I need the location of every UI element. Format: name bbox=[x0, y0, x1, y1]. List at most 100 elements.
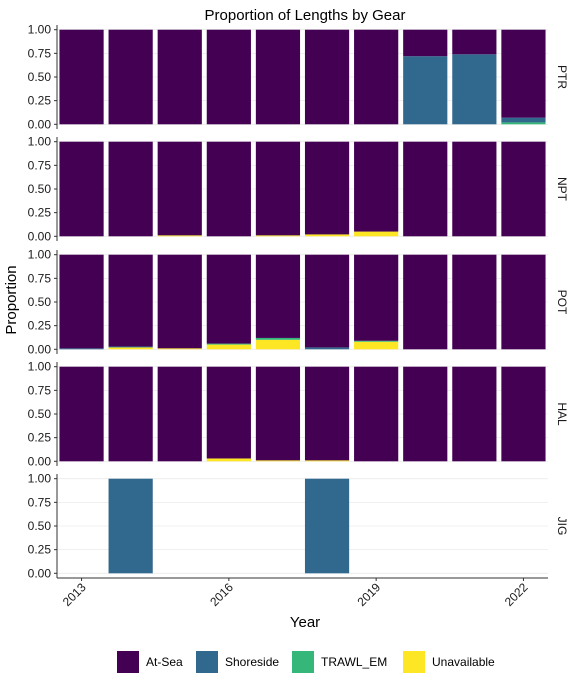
y-axis-title: Proportion bbox=[3, 265, 20, 334]
facet-strip-label: PTR bbox=[555, 65, 569, 89]
bar-npt-2016-at-sea bbox=[207, 142, 251, 237]
bar-ptr-2021-at-sea bbox=[452, 30, 496, 55]
x-tick-label: 2019 bbox=[354, 580, 383, 609]
legend-swatch-at-sea bbox=[117, 651, 139, 673]
y-tick-label: 0.75 bbox=[28, 271, 52, 285]
bar-npt-2015-at-sea bbox=[158, 142, 202, 236]
bar-pot-2014-shoreside bbox=[109, 346, 153, 347]
bar-jig-2018-shoreside bbox=[305, 479, 349, 574]
bar-pot-2014-at-sea bbox=[109, 255, 153, 347]
y-tick-label: 1.00 bbox=[28, 135, 52, 149]
bar-pot-2016-at-sea bbox=[207, 255, 251, 344]
facet-strip-label: POT bbox=[555, 290, 569, 315]
y-tick-label: 0.75 bbox=[28, 46, 52, 60]
y-tick-label: 0.00 bbox=[28, 342, 52, 356]
y-tick-label: 0.25 bbox=[28, 319, 52, 333]
bar-ptr-2017-at-sea bbox=[256, 30, 300, 125]
legend-label: At-Sea bbox=[146, 655, 183, 669]
y-tick-label: 1.00 bbox=[28, 472, 52, 486]
bar-pot-2013-shoreside bbox=[59, 348, 103, 349]
bar-npt-2019-at-sea bbox=[354, 142, 398, 232]
bar-ptr-2013-at-sea bbox=[59, 30, 103, 125]
bar-hal-2016-at-sea bbox=[207, 367, 251, 459]
bar-ptr-2022-at-sea bbox=[501, 30, 545, 118]
bar-hal-2013-at-sea bbox=[59, 367, 103, 462]
bar-hal-2018-unavailable bbox=[305, 460, 349, 461]
y-tick-label: 0.00 bbox=[28, 117, 52, 131]
x-tick-label: 2022 bbox=[502, 580, 531, 609]
bar-npt-2021-at-sea bbox=[452, 142, 496, 237]
bar-npt-2017-at-sea bbox=[256, 142, 300, 236]
bar-hal-2021-at-sea bbox=[452, 367, 496, 462]
bar-npt-2015-unavailable bbox=[158, 235, 202, 236]
chart-title: Proportion of Lengths by Gear bbox=[205, 7, 406, 24]
bar-hal-2020-at-sea bbox=[403, 367, 447, 462]
bar-npt-2017-unavailable bbox=[256, 235, 300, 236]
bar-pot-2019-at-sea bbox=[354, 255, 398, 341]
x-tick-label: 2013 bbox=[60, 580, 89, 609]
bar-pot-2021-at-sea bbox=[452, 255, 496, 350]
bar-pot-2015-unavailable bbox=[158, 348, 202, 349]
bar-npt-2019-unavailable bbox=[354, 232, 398, 237]
bar-pot-2019-unavailable bbox=[354, 342, 398, 350]
legend-swatch-trawl-em bbox=[292, 651, 314, 673]
facet-panel-npt: 0.000.250.500.751.00NPT bbox=[28, 135, 570, 244]
bar-ptr-2016-at-sea bbox=[207, 30, 251, 125]
bar-pot-2014-unavailable bbox=[109, 347, 153, 349]
bar-pot-2016-unavailable bbox=[207, 345, 251, 350]
bar-pot-2020-at-sea bbox=[403, 255, 447, 350]
legend-swatch-unavailable bbox=[403, 651, 425, 673]
y-tick-label: 0.75 bbox=[28, 495, 52, 509]
y-tick-label: 0.25 bbox=[28, 431, 52, 445]
facet-panel-ptr: 0.00 0.25 0.50 0.75 1.00 PTR bbox=[28, 23, 570, 132]
facet-panel-hal: 0.000.250.500.751.00HAL bbox=[28, 360, 570, 469]
facet-panel-jig: 0.00 0.25 0.50 0.75 1.00 JIG bbox=[28, 472, 570, 581]
y-tick-label: 0.00 bbox=[28, 566, 52, 580]
y-tick-label: 1.00 bbox=[28, 360, 52, 374]
bar-pot-2013-at-sea bbox=[59, 255, 103, 349]
legend-label: Shoreside bbox=[225, 655, 279, 669]
y-tick-label: 0.50 bbox=[28, 519, 52, 533]
bar-ptr-2022-trawl-em bbox=[501, 122, 545, 124]
y-tick-label: 0.00 bbox=[28, 454, 52, 468]
bar-pot-2017-at-sea bbox=[256, 255, 300, 338]
legend-label: Unavailable bbox=[432, 655, 495, 669]
bar-pot-2015-at-sea bbox=[158, 255, 202, 349]
bar-npt-2022-at-sea bbox=[501, 142, 545, 237]
y-tick-label: 0.25 bbox=[28, 94, 52, 108]
bar-npt-2018-unavailable bbox=[305, 234, 349, 236]
bar-ptr-2014-at-sea bbox=[109, 30, 153, 125]
y-tick-label: 0.75 bbox=[28, 158, 52, 172]
x-axis: 2013 2016 2019 2022 bbox=[60, 578, 531, 609]
y-tick-label: 1.00 bbox=[28, 23, 52, 37]
bar-ptr-2015-at-sea bbox=[158, 30, 202, 125]
bar-ptr-2020-shoreside bbox=[403, 56, 447, 124]
bar-ptr-2022-shoreside bbox=[501, 118, 545, 123]
facet-strip-label: HAL bbox=[555, 402, 569, 426]
bar-npt-2018-at-sea bbox=[305, 142, 349, 235]
facet-panels: 0.00 0.25 0.50 0.75 1.00 PTR 0.00 0.25 0.50 0.75 1… bbox=[28, 23, 570, 581]
bar-ptr-2018-at-sea bbox=[305, 30, 349, 125]
bar-npt-2014-at-sea bbox=[109, 142, 153, 237]
bar-hal-2014-at-sea bbox=[109, 367, 153, 462]
y-tick-label: 0.25 bbox=[28, 206, 52, 220]
x-tick-label: 2016 bbox=[207, 580, 236, 609]
bar-hal-2015-at-sea bbox=[158, 367, 202, 462]
y-tick-label: 0.50 bbox=[28, 407, 52, 421]
bar-jig-2014-shoreside bbox=[109, 479, 153, 574]
legend-swatch-shoreside bbox=[196, 651, 218, 673]
legend-label: TRAWL_EM bbox=[321, 655, 387, 669]
y-tick-label: 0.50 bbox=[28, 70, 52, 84]
y-tick-label: 0.50 bbox=[28, 182, 52, 196]
bar-pot-2019-trawl-em bbox=[354, 341, 398, 342]
legend: At-Sea Shoreside TRAWL_EM Unavailable bbox=[117, 651, 495, 673]
bar-ptr-2020-at-sea bbox=[403, 30, 447, 56]
x-axis-title: Year bbox=[290, 614, 320, 631]
bar-pot-2016-trawl-em bbox=[207, 344, 251, 345]
facet-panel-pot: 0.00 0.25 0.50 0.75 1.00 POT bbox=[28, 248, 570, 357]
bar-pot-2017-unavailable bbox=[256, 340, 300, 349]
bar-hal-2016-unavailable bbox=[207, 458, 251, 461]
y-tick-label: 0.25 bbox=[28, 543, 52, 557]
